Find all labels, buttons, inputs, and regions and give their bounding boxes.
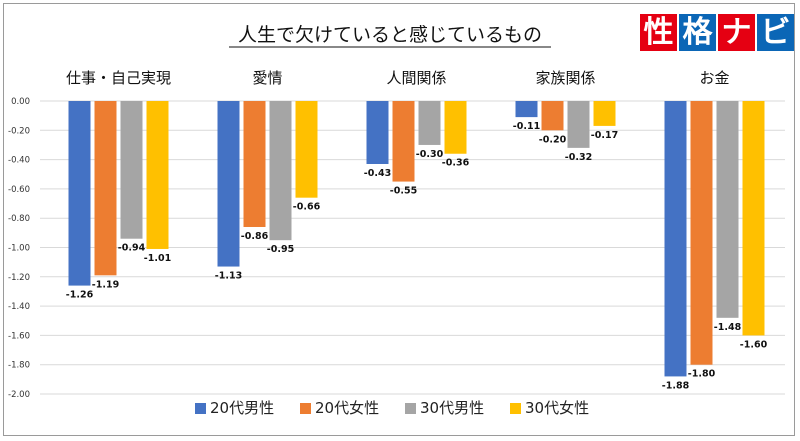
data-label: -0.55	[390, 186, 417, 197]
y-tick-label: -0.40	[8, 156, 30, 166]
data-label: -0.66	[293, 202, 321, 213]
bar	[593, 101, 616, 126]
data-label: -0.94	[118, 243, 146, 254]
bar	[243, 101, 266, 227]
bar	[366, 101, 389, 164]
bar	[217, 101, 240, 267]
bar	[690, 101, 713, 365]
legend-swatch	[195, 403, 206, 414]
category-label: 仕事・自己実現	[66, 69, 171, 87]
y-tick-label: -0.80	[8, 214, 30, 224]
category-labels: 仕事・自己実現 愛情 人間関係 家族関係 お金	[66, 69, 730, 87]
data-label: -0.43	[364, 168, 391, 179]
bar	[418, 101, 441, 145]
y-tick-label: -1.00	[8, 244, 30, 254]
category-label: お金	[699, 69, 729, 87]
bar	[515, 101, 538, 118]
bar	[68, 101, 91, 286]
legend-label: 20代男性	[210, 399, 274, 417]
data-label: -0.36	[442, 158, 470, 169]
bar	[567, 101, 590, 148]
bar	[541, 101, 564, 131]
data-label: -1.01	[144, 253, 171, 264]
bar	[269, 101, 292, 241]
y-tick-label: -2.00	[8, 390, 30, 400]
data-label: -1.19	[92, 279, 119, 290]
bar	[120, 101, 143, 239]
legend-label: 20代女性	[315, 399, 379, 417]
logo-char: 格	[679, 14, 716, 51]
y-tick-label: 0.00	[11, 97, 30, 107]
y-axis-ticks: 0.00 -0.20 -0.40 -0.60 -0.80 -1.00 -1.20 -1.40 -…	[8, 97, 30, 400]
data-label: -1.88	[662, 380, 690, 391]
bar	[742, 101, 765, 336]
category-label: 家族関係	[535, 69, 595, 87]
logo-char: 性	[640, 14, 677, 51]
bar	[444, 101, 467, 154]
data-label: -1.13	[215, 271, 242, 282]
data-label: -1.80	[688, 369, 716, 380]
data-label: -0.30	[416, 149, 444, 160]
bars	[68, 101, 765, 377]
y-tick-label: -1.60	[8, 331, 30, 341]
legend-swatch	[405, 403, 416, 414]
bar	[664, 101, 687, 377]
legend-swatch	[300, 403, 311, 414]
data-label: -0.20	[539, 134, 567, 145]
y-tick-label: -1.40	[8, 302, 30, 312]
bar	[94, 101, 117, 276]
chart-title: 人生で欠けていると感じているもの	[238, 24, 542, 46]
data-label: -0.32	[565, 152, 592, 163]
legend-label: 30代男性	[420, 399, 484, 417]
data-label: -0.95	[267, 244, 294, 255]
brand-logo: 性格ナビ	[640, 14, 794, 51]
category-label: 愛情	[252, 69, 282, 87]
category-label: 人間関係	[386, 69, 446, 87]
bar	[392, 101, 415, 182]
bar	[716, 101, 739, 318]
y-tick-label: -0.20	[8, 126, 30, 136]
data-label: -0.17	[591, 130, 618, 141]
data-label: -0.86	[241, 231, 269, 242]
logo-char: ナ	[718, 14, 755, 51]
data-label: -1.26	[66, 290, 94, 301]
data-label: -1.48	[714, 322, 742, 333]
bar	[146, 101, 169, 249]
data-label: -1.60	[740, 339, 768, 350]
legend-label: 30代女性	[525, 399, 589, 417]
legend: 20代男性 20代女性 30代男性 30代女性	[195, 399, 589, 417]
y-tick-label: -0.60	[8, 185, 30, 195]
legend-swatch	[510, 403, 521, 414]
data-label: -0.11	[513, 121, 540, 132]
y-tick-label: -1.20	[8, 273, 30, 283]
bar	[295, 101, 318, 198]
data-labels: -1.26-1.19 -0.94-1.01 -1.13 -0.86 -0.95 -0.66…	[66, 121, 768, 391]
logo-char: ビ	[757, 14, 794, 51]
y-tick-label: -1.80	[8, 361, 30, 371]
